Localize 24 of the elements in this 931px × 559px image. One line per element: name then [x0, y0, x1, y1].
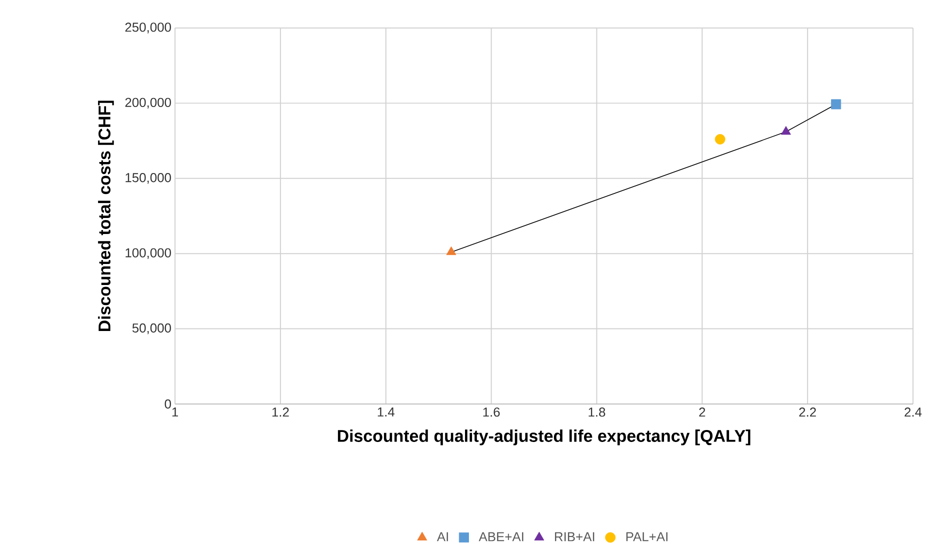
x-axis-title: Discounted quality-adjusted life expectancy [QALY] — [338, 430, 750, 446]
x-tick-label: 1.8 — [588, 408, 606, 417]
point — [714, 134, 726, 144]
y-tick-label: 100,000 — [126, 248, 171, 259]
x-tick-label: 1.2 — [272, 408, 289, 417]
y-tick-label: 0 — [164, 399, 171, 409]
legend-label: RIB+AI — [555, 532, 594, 542]
y-axis-title: Discounted total costs [CHF] — [98, 100, 114, 332]
legend-label: ABE+AI — [478, 532, 524, 542]
x-tick-label: 1 — [172, 408, 178, 416]
x-tick-label: 1.4 — [378, 408, 394, 416]
x-tick-label: 2.4 — [904, 408, 922, 417]
y-tick-label: 250,000 — [125, 22, 171, 34]
legend-label: AI — [436, 532, 448, 542]
point — [446, 246, 456, 256]
point — [781, 126, 791, 135]
x-tick-label: 2.2 — [799, 408, 816, 417]
y-tick-label: 200,000 — [125, 98, 171, 109]
y-tick-label: 150,000 — [126, 173, 171, 184]
x-tick-label: 1.6 — [483, 408, 500, 417]
x-tick-label: 2 — [699, 408, 706, 417]
point — [831, 99, 842, 110]
y-tick-label: 50,000 — [132, 323, 171, 334]
legend-label: PAL+AI — [626, 532, 668, 542]
